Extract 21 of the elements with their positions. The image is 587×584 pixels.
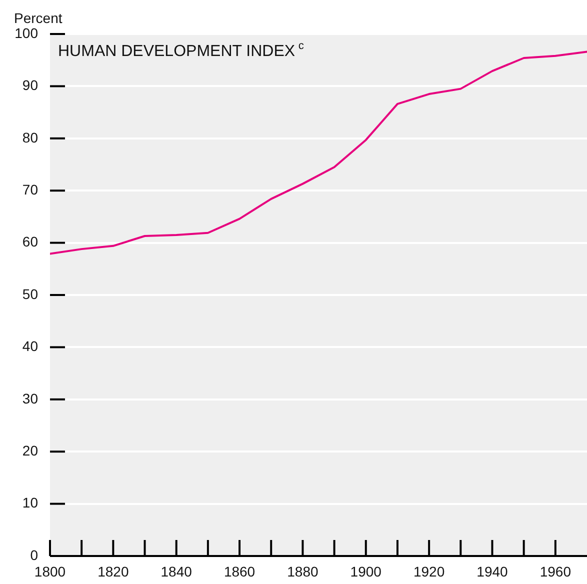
- y-tick-label: 30: [22, 390, 38, 406]
- y-tick-label: 0: [30, 546, 38, 563]
- x-tick-label: 1860: [224, 563, 256, 580]
- y-tick-label: 90: [22, 77, 38, 94]
- y-tick-label: 70: [22, 181, 38, 198]
- y-tick-label: 100: [14, 24, 38, 41]
- y-tick-label: 40: [22, 338, 38, 354]
- x-tick-label: 1900: [350, 563, 382, 580]
- x-tick-label: 1880: [287, 563, 318, 580]
- y-tick-label: 60: [22, 234, 38, 250]
- x-tick-label: 1940: [476, 563, 508, 580]
- y-tick-label: 50: [22, 286, 38, 302]
- y-tick-label: 20: [22, 442, 38, 458]
- y-tick-label: 10: [22, 494, 38, 511]
- x-tick-label: 1840: [160, 563, 192, 580]
- x-tick-label: 1920: [413, 563, 445, 580]
- x-tick-label: 1960: [540, 563, 572, 580]
- x-tick-label: 1820: [98, 563, 129, 580]
- y-axis-title: Percent: [14, 10, 62, 26]
- x-tick-label: 1800: [34, 563, 66, 580]
- y-tick-label: 80: [22, 129, 38, 146]
